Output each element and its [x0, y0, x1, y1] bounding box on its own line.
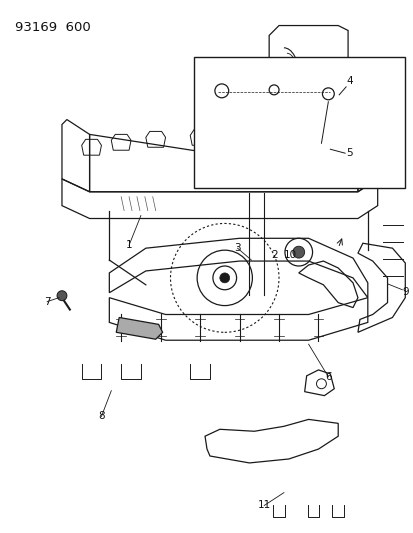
Text: 10: 10: [284, 250, 297, 260]
Text: 4: 4: [345, 76, 352, 86]
Circle shape: [57, 290, 67, 301]
Circle shape: [219, 273, 229, 283]
Text: 3: 3: [234, 243, 240, 253]
Text: 9: 9: [401, 287, 408, 297]
Text: 5: 5: [345, 148, 352, 158]
Polygon shape: [116, 318, 162, 339]
Text: 11: 11: [257, 500, 270, 511]
Text: 1: 1: [126, 240, 132, 250]
Text: 7: 7: [44, 297, 50, 306]
Circle shape: [292, 246, 304, 258]
Bar: [194, 57, 404, 188]
Text: 6: 6: [324, 372, 331, 382]
Text: 93169  600: 93169 600: [14, 21, 90, 34]
Text: 8: 8: [98, 411, 104, 422]
Text: 2: 2: [270, 250, 277, 260]
